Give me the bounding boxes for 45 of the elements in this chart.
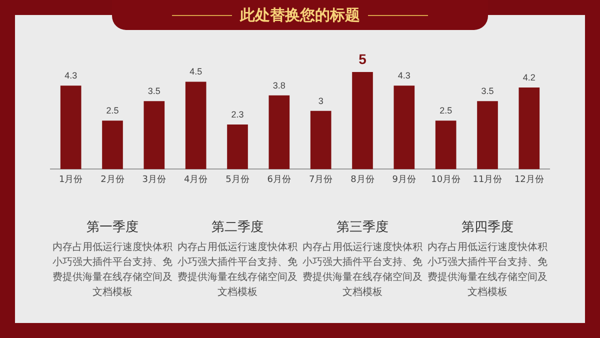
- text: 内存占用低运行速度快体积小巧强大插件平台支持、免费提供海量在线存储空间及文档模板: [302, 240, 424, 300]
- bar: [227, 124, 248, 170]
- data-label: 3.5: [148, 86, 160, 96]
- x-tick-label: 4月份: [184, 174, 208, 185]
- bar: [394, 86, 415, 170]
- x-tick-label: 8月份: [350, 174, 374, 185]
- bar: [435, 120, 456, 170]
- data-label: 2.3: [231, 109, 244, 120]
- text: 内存占用低运行速度快体积小巧强大插件平台支持、免费提供海量在线存储空间及文档模板: [426, 240, 548, 300]
- bar: [144, 101, 165, 170]
- data-label: 5: [358, 50, 367, 67]
- data-label: 2.5: [106, 106, 119, 116]
- x-tick-label: 12月份: [514, 174, 544, 185]
- text: 第一季度: [86, 219, 140, 236]
- text: 第三季度: [336, 219, 390, 236]
- data-label: 4.2: [522, 72, 536, 83]
- bar: [518, 88, 540, 170]
- bar: [310, 110, 332, 170]
- x-tick-label: 10月份: [431, 174, 461, 185]
- x-tick-label: 7月份: [308, 174, 333, 185]
- chart-title: 此处替换您的标题: [240, 6, 360, 24]
- text: 第四季度: [460, 219, 514, 236]
- x-tick-label: 6月份: [267, 174, 292, 185]
- x-tick-label: 1月份: [58, 174, 83, 185]
- x-tick-label: 3月份: [142, 174, 166, 185]
- data-label: 3: [318, 96, 324, 106]
- data-label: 2.5: [440, 106, 452, 116]
- data-label: 4.3: [64, 70, 78, 81]
- x-tick-label: 11月份: [472, 174, 502, 185]
- bar: [102, 120, 123, 170]
- x-tick-label: 2月份: [100, 174, 124, 185]
- bar: [60, 86, 82, 170]
- text: 内存占用低运行速度快体积小巧强大插件平台支持、免费提供海量在线存储空间及文档模板: [52, 240, 174, 300]
- data-label: 3.5: [481, 86, 494, 96]
- bar: [477, 101, 498, 170]
- text: 第二季度: [210, 219, 264, 236]
- x-tick-label: 5月份: [226, 174, 250, 185]
- data-label: 4.3: [398, 70, 410, 81]
- x-tick-label: 9月份: [392, 174, 416, 185]
- text: 内存占用低运行速度快体积小巧强大插件平台支持、免费提供海量在线存储空间及文档模板: [176, 240, 298, 300]
- bar: [268, 95, 290, 170]
- data-label: 4.5: [190, 66, 202, 77]
- data-label: 3.8: [272, 80, 286, 90]
- bar: [185, 82, 206, 170]
- bar: [352, 72, 373, 170]
